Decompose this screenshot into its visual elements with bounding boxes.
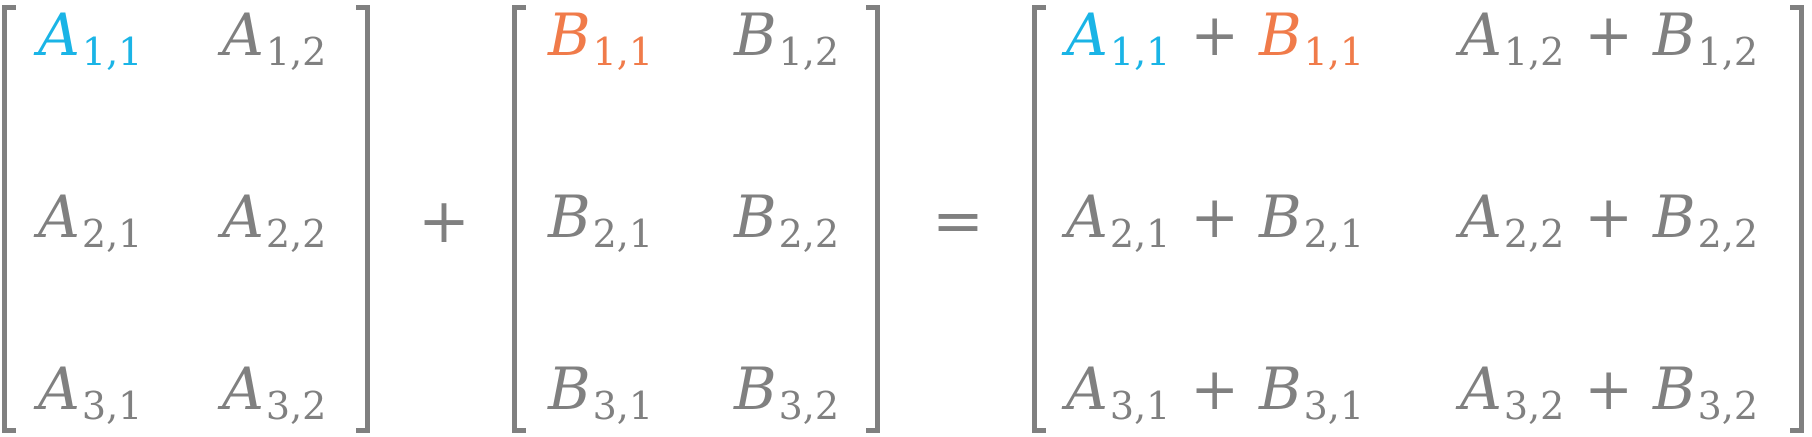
matrix-a-left-bracket bbox=[2, 5, 16, 433]
matrix-a-right-bracket bbox=[356, 5, 370, 433]
matrix-a-entry-1-2: A1,2 bbox=[222, 1, 327, 74]
matrix-a-entry-1-1: A1,1 bbox=[38, 1, 143, 74]
matrix-b-entry-3-1: B3,1 bbox=[548, 355, 654, 428]
matrix-sum-right-bracket bbox=[1790, 5, 1804, 433]
matrix-sum-entry-3-1: A3,1 + B3,1 bbox=[1066, 355, 1364, 428]
equals-operator: = bbox=[932, 184, 984, 257]
matrix-sum-left-bracket bbox=[1032, 5, 1046, 433]
matrix-sum-entry-3-2: A3,2 + B3,2 bbox=[1460, 355, 1758, 428]
matrix-sum-entry-1-1: A1,1 + B1,1 bbox=[1066, 1, 1364, 74]
matrix-b-entry-3-2: B3,2 bbox=[734, 355, 840, 428]
matrix-b-right-bracket bbox=[866, 5, 880, 433]
matrix-b-entry-1-2: B1,2 bbox=[734, 1, 840, 74]
matrix-sum-entry-2-2: A2,2 + B2,2 bbox=[1460, 183, 1758, 256]
matrix-b-entry-2-1: B2,1 bbox=[548, 183, 654, 256]
matrix-a-entry-3-2: A3,2 bbox=[222, 355, 327, 428]
matrix-a-entry-2-1: A2,1 bbox=[38, 183, 143, 256]
plus-operator: + bbox=[418, 184, 470, 257]
matrix-sum-entry-2-1: A2,1 + B2,1 bbox=[1066, 183, 1364, 256]
matrix-a-entry-2-2: A2,2 bbox=[222, 183, 327, 256]
matrix-b-entry-2-2: B2,2 bbox=[734, 183, 840, 256]
matrix-a-entry-3-1: A3,1 bbox=[38, 355, 143, 428]
matrix-b-entry-1-1: B1,1 bbox=[548, 1, 654, 74]
matrix-sum-entry-1-2: A1,2 + B1,2 bbox=[1460, 1, 1758, 74]
matrix-b-left-bracket bbox=[512, 5, 526, 433]
